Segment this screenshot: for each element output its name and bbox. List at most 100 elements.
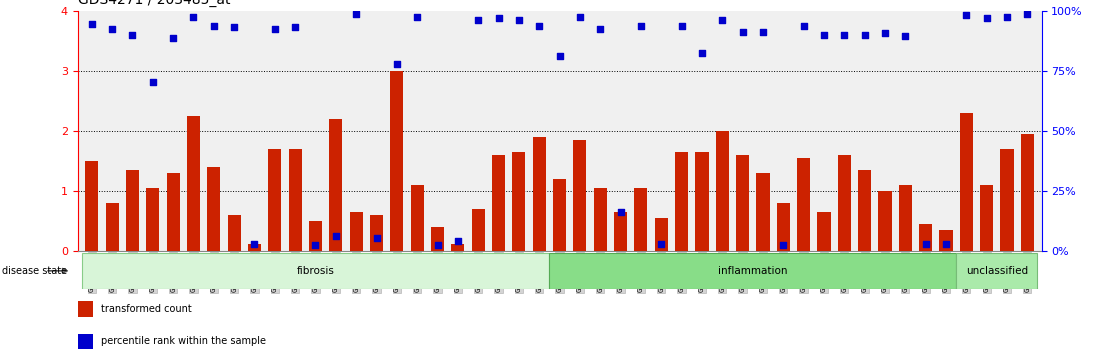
Point — [144, 79, 162, 85]
Point — [490, 15, 507, 21]
Bar — [329, 119, 342, 251]
Bar — [899, 185, 912, 251]
Bar — [736, 155, 749, 251]
Text: fibrosis: fibrosis — [297, 266, 335, 276]
Point — [205, 23, 223, 28]
Point — [266, 26, 284, 32]
Point — [368, 235, 386, 241]
Bar — [370, 215, 383, 251]
Bar — [594, 188, 607, 251]
Bar — [858, 170, 871, 251]
Point — [449, 238, 466, 243]
Point — [673, 23, 690, 28]
Point — [103, 26, 121, 32]
Bar — [227, 215, 240, 251]
Point — [388, 61, 406, 67]
Point — [896, 33, 914, 39]
Bar — [512, 152, 525, 251]
Bar — [166, 173, 179, 251]
Bar — [757, 173, 770, 251]
Text: GDS4271 / 203485_at: GDS4271 / 203485_at — [78, 0, 230, 7]
Bar — [614, 212, 627, 251]
Bar — [655, 218, 668, 251]
Bar — [78, 333, 93, 349]
Point — [653, 241, 670, 247]
Bar — [105, 203, 119, 251]
Point — [794, 23, 812, 28]
Point — [855, 32, 873, 38]
Point — [347, 11, 365, 17]
Text: inflammation: inflammation — [718, 266, 788, 276]
Point — [835, 32, 853, 38]
Point — [164, 35, 182, 41]
Point — [83, 21, 101, 27]
Bar — [956, 253, 1037, 289]
Point — [876, 31, 894, 36]
Point — [531, 23, 548, 28]
Bar — [777, 203, 790, 251]
Bar — [146, 188, 160, 251]
Bar — [431, 227, 444, 251]
Point — [937, 241, 955, 247]
Bar — [411, 185, 423, 251]
Point — [632, 23, 649, 28]
Bar — [533, 137, 546, 251]
Bar — [288, 149, 301, 251]
Point — [571, 14, 588, 19]
Bar — [553, 179, 566, 251]
Bar — [268, 149, 281, 251]
Bar — [78, 301, 93, 317]
Point — [755, 29, 772, 35]
Text: disease state: disease state — [2, 266, 68, 276]
Bar — [696, 152, 708, 251]
Point — [714, 17, 731, 23]
Point — [327, 234, 345, 239]
Bar — [797, 158, 810, 251]
Point — [998, 14, 1016, 19]
Text: unclassified: unclassified — [966, 266, 1028, 276]
Bar — [675, 152, 688, 251]
Bar — [309, 221, 322, 251]
Bar — [838, 155, 851, 251]
Point — [774, 242, 792, 248]
Point — [815, 32, 833, 38]
Bar — [187, 116, 201, 251]
Bar — [716, 131, 729, 251]
Bar — [940, 230, 953, 251]
Bar — [1020, 134, 1034, 251]
Point — [429, 242, 447, 248]
Bar — [248, 244, 261, 251]
Point — [409, 14, 427, 19]
Point — [286, 25, 304, 30]
Bar — [979, 185, 993, 251]
Point — [307, 242, 325, 248]
Point — [185, 14, 203, 19]
Bar — [919, 224, 932, 251]
Point — [592, 26, 609, 32]
Bar — [492, 155, 505, 251]
Bar — [207, 167, 220, 251]
Bar — [126, 170, 140, 251]
Point — [510, 17, 527, 23]
Bar — [550, 253, 956, 289]
Point — [225, 25, 243, 30]
Point — [977, 15, 995, 21]
Point — [916, 241, 934, 247]
Bar — [573, 140, 586, 251]
Bar — [82, 253, 550, 289]
Bar — [472, 209, 485, 251]
Point — [124, 32, 142, 38]
Text: transformed count: transformed count — [101, 304, 192, 314]
Point — [551, 53, 568, 58]
Text: percentile rank within the sample: percentile rank within the sample — [101, 336, 266, 346]
Bar — [1001, 149, 1014, 251]
Bar — [85, 161, 99, 251]
Bar — [634, 188, 647, 251]
Point — [1018, 11, 1036, 17]
Point — [733, 29, 751, 35]
Point — [470, 17, 488, 23]
Bar — [390, 71, 403, 251]
Point — [692, 50, 710, 56]
Point — [246, 241, 264, 247]
Bar — [451, 244, 464, 251]
